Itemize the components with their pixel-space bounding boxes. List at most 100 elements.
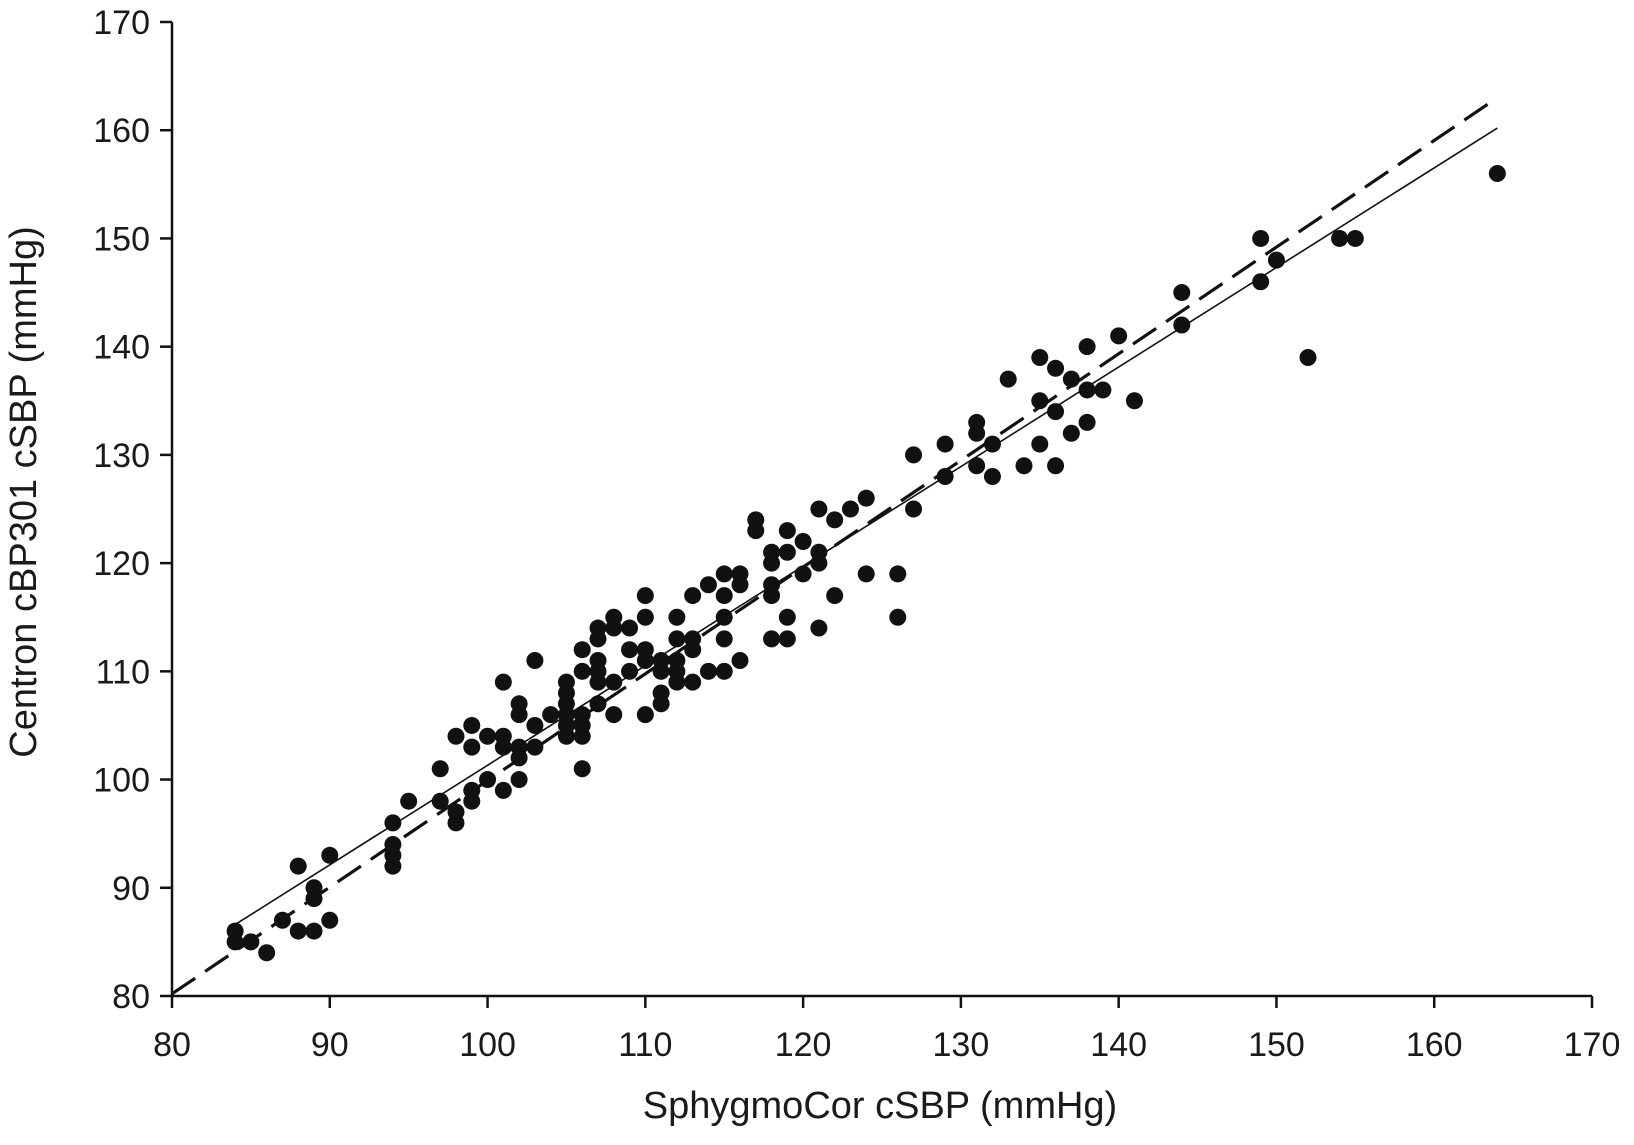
data-point <box>826 587 844 605</box>
data-point <box>794 532 812 550</box>
data-point <box>636 706 654 724</box>
data-point <box>668 608 686 626</box>
data-point <box>573 662 591 680</box>
data-point <box>510 771 528 789</box>
data-point <box>447 814 465 832</box>
data-point <box>289 857 307 875</box>
data-point <box>857 565 875 583</box>
data-point <box>1047 457 1065 475</box>
y-tick-label: 130 <box>93 437 150 475</box>
data-point <box>557 727 575 745</box>
data-point <box>1094 381 1112 399</box>
data-point <box>1346 229 1364 247</box>
regression-line <box>234 127 1498 926</box>
data-point <box>621 662 639 680</box>
data-point <box>1299 348 1317 366</box>
identity-line <box>171 96 1499 996</box>
data-point <box>778 543 796 561</box>
data-point <box>494 673 512 691</box>
data-point <box>983 435 1001 453</box>
data-point <box>1078 413 1096 431</box>
data-point <box>1031 348 1049 366</box>
x-tick-label: 110 <box>618 1026 672 1064</box>
x-axis-title: SphygmoCor cSBP (mmHg) <box>643 1085 1117 1127</box>
data-point <box>258 944 276 962</box>
data-point <box>636 652 654 670</box>
data-point <box>621 619 639 637</box>
data-point <box>447 727 465 745</box>
data-point <box>573 760 591 778</box>
data-point <box>983 468 1001 486</box>
data-point <box>621 641 639 659</box>
y-tick-label: 90 <box>112 870 150 908</box>
y-tick-label: 140 <box>93 329 150 367</box>
x-tick-label: 160 <box>1406 1026 1463 1064</box>
data-point <box>747 522 765 540</box>
data-point <box>778 522 796 540</box>
data-point <box>526 738 544 756</box>
x-tick-label: 130 <box>933 1026 990 1064</box>
data-point <box>510 706 528 724</box>
data-point <box>889 608 907 626</box>
x-tick-label: 150 <box>1248 1026 1305 1064</box>
data-point <box>636 608 654 626</box>
data-point <box>1267 251 1285 269</box>
data-point <box>321 846 339 864</box>
data-point <box>668 673 686 691</box>
data-point <box>589 695 607 713</box>
data-point <box>731 576 749 594</box>
data-point <box>684 673 702 691</box>
data-point <box>526 652 544 670</box>
x-tick-label: 170 <box>1564 1026 1621 1064</box>
data-point <box>715 587 733 605</box>
data-point <box>668 630 686 648</box>
y-tick-label: 150 <box>93 220 150 258</box>
x-tick-label: 140 <box>1090 1026 1147 1064</box>
data-point <box>1062 424 1080 442</box>
data-point <box>463 792 481 810</box>
data-point <box>731 652 749 670</box>
data-point <box>573 641 591 659</box>
data-point <box>605 619 623 637</box>
data-point <box>463 716 481 734</box>
data-point <box>889 565 907 583</box>
data-point <box>479 727 497 745</box>
data-point <box>699 576 717 594</box>
data-point <box>1173 284 1191 302</box>
data-point <box>1331 229 1349 247</box>
data-point <box>905 500 923 518</box>
data-point <box>605 706 623 724</box>
x-tick-label: 100 <box>459 1026 516 1064</box>
x-tick-label: 120 <box>775 1026 832 1064</box>
data-point <box>305 922 323 940</box>
y-tick-label: 100 <box>93 762 150 800</box>
data-point <box>431 760 449 778</box>
data-point <box>763 554 781 572</box>
data-point <box>778 608 796 626</box>
data-point <box>778 630 796 648</box>
data-point <box>226 933 244 951</box>
data-point <box>826 511 844 529</box>
data-point <box>1031 435 1049 453</box>
data-point <box>763 630 781 648</box>
data-point <box>494 781 512 799</box>
data-point <box>810 619 828 637</box>
data-point <box>968 457 986 475</box>
data-point <box>605 673 623 691</box>
y-tick-label: 170 <box>93 4 150 42</box>
data-point <box>699 662 717 680</box>
data-point <box>857 489 875 507</box>
y-tick-label: 110 <box>96 653 150 691</box>
data-point <box>289 922 307 940</box>
data-point <box>573 727 591 745</box>
y-axis-title: Centron cBP301 cSBP (mmHg) <box>3 226 45 758</box>
data-point <box>384 857 402 875</box>
data-point <box>526 716 544 734</box>
data-point <box>1125 392 1143 410</box>
data-point <box>494 738 512 756</box>
data-point <box>1488 165 1506 183</box>
data-point <box>999 370 1017 388</box>
data-point <box>1252 229 1270 247</box>
data-point <box>905 446 923 464</box>
